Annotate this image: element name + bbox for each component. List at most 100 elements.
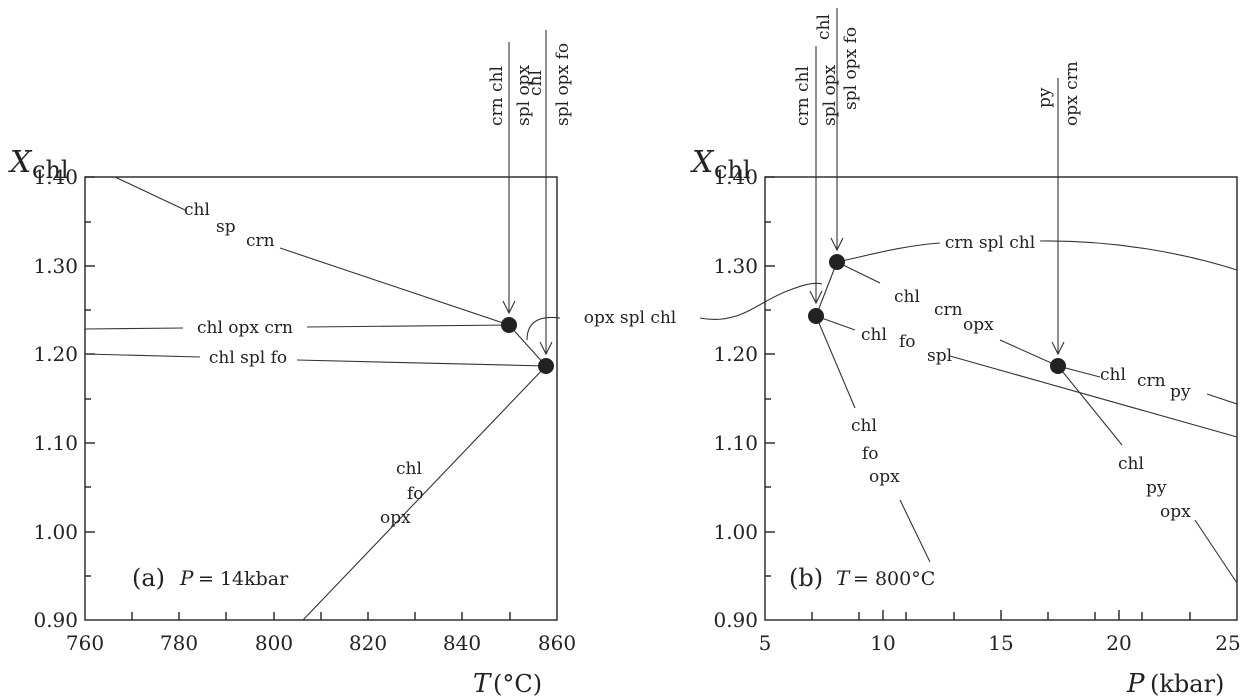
panel-a-x-tick-label: 800 [255,631,293,655]
panel-a-reaction-denominator: spl opx fo [553,43,573,126]
panel-a-curve-label: chl [396,459,422,479]
panel-a-curve-invariant-link [508,324,547,367]
panel-a-y-tick-label: 1.30 [33,254,78,278]
panel-b-y-tick-label: 1.20 [713,342,758,366]
panel-b-curve-label: crn spl chl [945,233,1035,253]
panel-b-curve-chl-crn-opx [999,339,1059,367]
panel-a-invariant-point [501,317,517,333]
panel-a-curve-chl-opx-crn [84,327,184,330]
panel-b-reaction-numerator: crn chl [793,66,813,126]
panel-b-curve-crn-spl-chl [1039,240,1238,271]
panel-b-curve-label: py [1146,478,1167,498]
panel-b-curve-label: chl [1100,365,1126,385]
panel-b-curve-label: chl [894,287,920,307]
panel-b-curve-invariant-link [815,261,838,317]
panel-a-tag: (a) [132,564,165,592]
panel-a-curve-label: chl opx crn [197,318,293,338]
panel-a-curve-chl-spl-fo [296,359,547,367]
panel-a: 1.40 1.30 1.20 1.10 1.00 0.90 760 780 80… [8,30,576,699]
panel-a-frame [84,176,558,621]
panel-b-x-tick-label: 5 [759,631,772,655]
panel-b-curve-chl-crn-py [1206,393,1238,405]
panel-a-curve-label: chl [184,200,210,220]
shared-curve-label: opx spl chl [584,308,676,328]
panel-a-curve-label: opx [380,508,411,528]
panel-a-x-tick-label: 780 [160,631,198,655]
panel-b-condition-variable: T [836,566,851,590]
panel-b-y-tick-label: 1.00 [713,520,758,544]
panel-a-x-axis-title-unit: (°C) [493,670,542,698]
panel-a-curve-chl-sp-crn [114,176,186,211]
panel-b-x-axis-title: P [1126,669,1145,699]
panel-b-curve-chl-fo-opx [815,315,856,409]
panel-b-arrowhead [830,237,844,252]
panel-b-x-tick-marks [811,610,1191,620]
panel-a-y-axis-title: X [8,145,33,180]
panel-a-x-tick-label: 760 [66,631,104,655]
panel-b-curve-label: fo [899,332,916,352]
panel-b: 1.40 1.30 1.20 1.10 1.00 0.90 5 10 15 20… [690,8,1241,699]
panel-b-reaction-numerator: py [1035,87,1055,108]
panel-a-y-tick-label: 0.90 [33,608,78,632]
panel-a-x-tick-label: 820 [349,631,387,655]
panel-b-invariant-point [829,254,845,270]
panel-a-x-axis-title: T [473,669,492,699]
panel-b-invariant-point [1050,358,1066,374]
panel-b-y-axis-title-subscript: chl [714,156,751,184]
panel-b-arrowhead [809,290,823,305]
panel-b-reaction-denominator: opx crn [1062,61,1082,126]
panel-b-x-tick-label: 10 [870,631,895,655]
panel-a-curve-chl-opx-crn [306,324,510,328]
panel-b-arrowhead [1051,341,1065,356]
panel-a-curve-label: crn [246,231,275,251]
panel-b-x-axis-title-unit: (kbar) [1150,670,1224,698]
panel-a-x-tick-label: 860 [538,631,576,655]
panel-a-y-tick-label: 1.20 [33,342,78,366]
panel-a-y-tick-marks [85,176,95,577]
panel-a-curve-chl-sp-crn [279,247,510,326]
panel-b-curve-chl-py-opx [1194,519,1238,584]
panel-a-x-tick-marks [131,612,511,620]
panel-a-reaction-numerator: crn chl [487,66,507,126]
panel-a-reaction-denominator: spl opx [514,64,534,126]
panel-b-curve-label: chl [1118,454,1144,474]
panel-b-y-tick-label: 1.10 [713,431,758,455]
panel-b-condition-value: = 800°C [853,568,935,590]
panel-a-curve-chl-fo-opx [302,365,547,621]
panel-b-y-tick-marks [765,176,775,577]
panel-b-tag: (b) [789,564,823,592]
panel-b-curve-label: opx [963,315,994,335]
panel-a-curve-chl-spl-fo [84,353,201,358]
panel-a-condition-variable: P [179,566,194,590]
panel-a-y-tick-label: 1.40 [33,165,78,189]
panel-b-reaction-numerator: chl [814,14,834,40]
panel-b-y-tick-label: 1.30 [713,254,758,278]
panel-a-arrowhead [539,341,553,356]
panel-b-curve-chl-fo-spl [949,355,1238,438]
panel-b-curve-chl-py-opx [1057,365,1123,446]
panel-b-y-tick-label: 1.40 [713,165,758,189]
panel-a-y-tick-label: 1.00 [33,520,78,544]
panel-b-curve-label: opx [869,467,900,487]
panel-b-x-tick-label: 20 [1106,631,1131,655]
panel-b-curve-label: chl [851,416,877,436]
panel-b-y-tick-label: 0.90 [713,608,758,632]
panel-b-invariant-point [808,308,824,324]
panel-b-curve-label: fo [862,444,879,464]
panel-b-curve-label: spl [927,346,952,366]
panel-a-y-axis-title-subscript: chl [32,156,69,184]
panel-b-curve-label: chl [861,325,887,345]
panel-a-curve-label: chl spl fo [209,348,287,368]
panel-b-curve-label: py [1170,382,1191,402]
panel-b-curve-label: crn [1137,371,1166,391]
panel-a-curve-label: sp [216,217,236,237]
panel-b-curve-crn-spl-chl [836,242,941,263]
panel-a-y-tick-label: 1.10 [33,431,78,455]
panel-a-invariant-point [538,358,554,374]
shared-curve-left-part [526,316,561,341]
shared-curve: opx spl chl [526,282,823,341]
panel-b-y-axis-title: X [690,145,715,180]
panel-a-curve-label: fo [407,484,424,504]
panel-b-x-tick-label: 25 [1215,631,1240,655]
panel-b-reaction-denominator: spl opx fo [841,27,861,110]
